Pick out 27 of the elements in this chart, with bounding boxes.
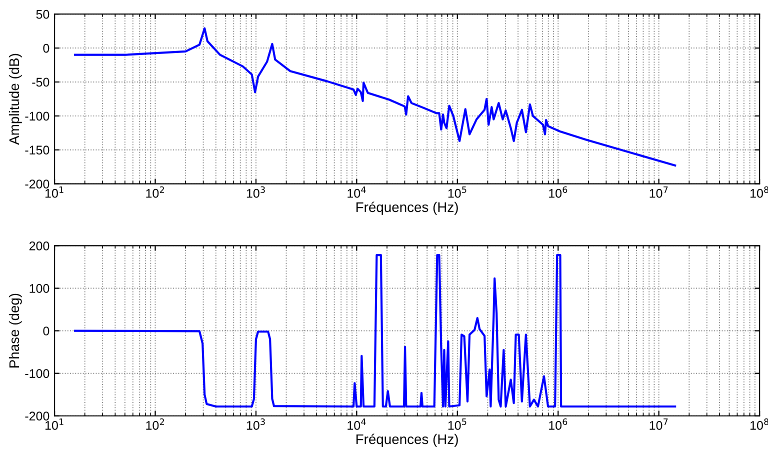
- x-axis-title: Fréquences (Hz): [356, 434, 458, 447]
- y-tick-label: 0: [43, 44, 50, 53]
- x-tick-label: 10$^{5}$: [448, 418, 466, 430]
- y-tick-label: -50: [32, 78, 50, 87]
- y-tick-label: 200: [29, 242, 50, 250]
- x-tick-label: 10$^{5}$: [448, 186, 466, 198]
- y-tick-label: -150: [25, 146, 50, 155]
- y-axis-title: Amplitude (dB): [8, 54, 22, 145]
- x-tick-label: 10$^{6}$: [549, 418, 568, 430]
- x-tick-label: 10$^{2}$: [146, 186, 164, 198]
- x-tick-label: 10$^{4}$: [348, 186, 366, 198]
- x-tick-label: 10$^{6}$: [549, 186, 568, 198]
- y-tick-label: 100: [30, 284, 50, 293]
- y-tick-label: 50: [36, 10, 50, 19]
- y-tick-label: -200: [25, 412, 50, 421]
- y-tick-label: -100: [25, 369, 50, 378]
- x-axis-title: Fréquences (Hz): [356, 202, 458, 215]
- y-axis-title: Phase (deg): [8, 294, 22, 368]
- y-tick-label: -200: [25, 180, 50, 188]
- x-tick-label: 10$^{3}$: [246, 186, 265, 198]
- x-tick-label: 10$^{2}$: [146, 418, 164, 430]
- y-tick-label: 0: [43, 326, 50, 336]
- x-tick-label: 10$^{4}$: [348, 418, 366, 430]
- x-tick-label: 10$^{7}$: [650, 186, 668, 198]
- x-tick-label: 10$^{3}$: [246, 418, 265, 430]
- y-tick-label: -100: [25, 112, 50, 121]
- x-tick-label: 10$^{7}$: [650, 418, 668, 430]
